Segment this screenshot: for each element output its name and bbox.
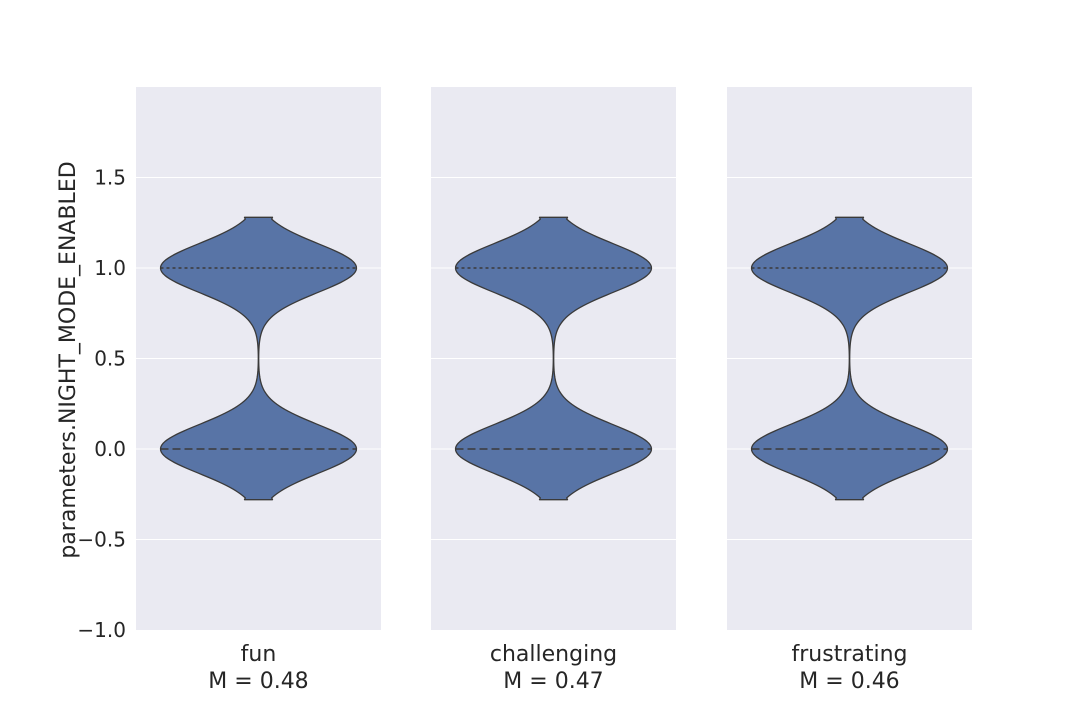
panel-mean-label: M = 0.46: [799, 669, 899, 694]
panel-mean-label: M = 0.48: [208, 669, 308, 694]
panel-label: challenging: [490, 642, 617, 667]
y-tick-label: 1.5: [94, 166, 126, 190]
violin-body: [750, 216, 949, 501]
panel-mean-label: M = 0.47: [503, 669, 603, 694]
y-tick-label: 0.0: [94, 437, 126, 461]
y-tick-label: 0.5: [94, 347, 126, 371]
violin-body: [159, 216, 358, 501]
panel-label: fun: [241, 642, 277, 667]
violin-body: [454, 216, 653, 501]
y-tick-label: 1.0: [94, 256, 126, 280]
y-axis-label: parameters.NIGHT_MODE_ENABLED: [56, 161, 81, 558]
panel-label: frustrating: [792, 642, 908, 667]
y-tick-label: −0.5: [77, 528, 126, 552]
y-tick-label: −1.0: [77, 618, 126, 642]
